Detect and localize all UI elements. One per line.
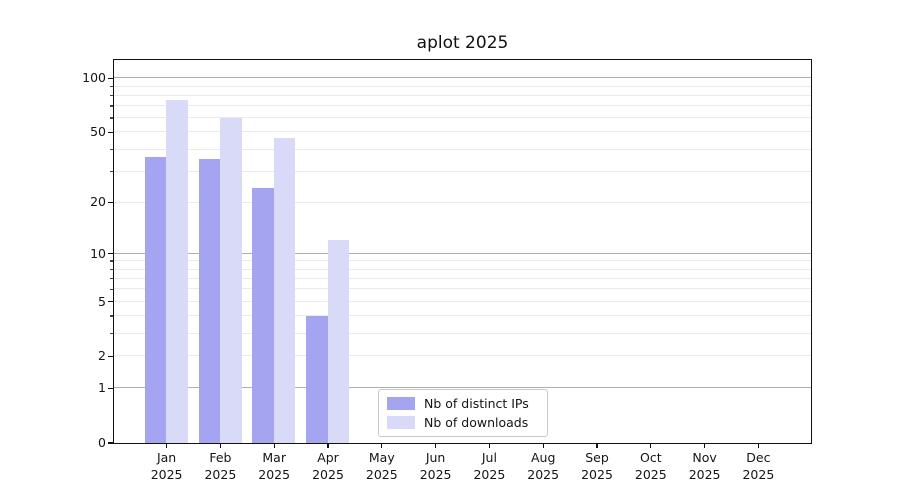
legend-swatch-distinct-ips: [387, 397, 415, 410]
y-tick-50: [108, 131, 113, 133]
minor-gridline-y-4: [113, 315, 812, 317]
y-tick-label-50: 50: [90, 124, 106, 140]
minor-gridline-y-9: [113, 260, 812, 262]
minor-gridline-y-8: [113, 268, 812, 270]
x-tick-label-Jul: Jul 2025: [473, 450, 506, 482]
bar-downloads-Jan: [166, 100, 188, 443]
gridline-y-1: [113, 387, 812, 389]
legend-label-distinct-ips: Nb of distinct IPs: [424, 396, 529, 411]
y-minor-tick-8: [110, 268, 113, 271]
y-minor-tick-80: [110, 95, 113, 97]
y-tick-0: [108, 442, 113, 444]
y-minor-tick-70: [110, 105, 113, 107]
gridline-y-50: [113, 131, 812, 133]
y-tick-10: [108, 252, 113, 255]
x-tick-Mar: [273, 443, 275, 448]
y-tick-20: [108, 201, 113, 203]
y-tick-label-0: 0: [98, 435, 106, 451]
x-tick-label-Dec: Dec 2025: [742, 450, 775, 482]
bar-downloads-Apr: [327, 240, 350, 443]
bar-downloads-Feb: [220, 117, 242, 443]
x-tick-label-Oct: Oct 2025: [634, 450, 667, 482]
y-tick-1: [108, 387, 113, 389]
y-minor-tick-9: [110, 260, 113, 262]
bar-distinct-ips-Feb: [198, 159, 221, 443]
minor-gridline-y-7: [113, 277, 812, 279]
bar-distinct-ips-Mar: [252, 188, 274, 443]
x-tick-Feb: [219, 443, 222, 448]
bar-distinct-ips-Jan: [144, 157, 167, 443]
y-tick-label-5: 5: [98, 293, 106, 309]
y-tick-2: [108, 355, 113, 357]
x-tick-Sep: [596, 443, 598, 448]
y-tick-label-20: 20: [90, 194, 106, 210]
plot-area: [112, 58, 813, 445]
x-tick-Nov: [704, 443, 706, 448]
y-minor-tick-3: [110, 332, 113, 335]
minor-gridline-y-70: [113, 105, 812, 107]
gridline-y-100: [113, 77, 812, 79]
x-tick-label-May: May 2025: [365, 450, 398, 482]
x-tick-Jun: [435, 443, 437, 448]
y-tick-label-10: 10: [90, 245, 106, 261]
y-tick-label-2: 2: [98, 348, 106, 364]
x-tick-Jul: [488, 443, 491, 448]
legend-item-downloads: Nb of downloads: [387, 415, 539, 430]
y-minor-tick-7: [110, 278, 113, 280]
y-tick-5: [108, 300, 113, 303]
minor-gridline-y-30: [113, 170, 812, 172]
minor-gridline-y-6: [113, 288, 812, 290]
y-minor-tick-40: [110, 148, 113, 151]
legend-label-downloads: Nb of downloads: [424, 415, 529, 430]
x-tick-Dec: [757, 443, 760, 448]
x-tick-label-Aug: Aug 2025: [527, 450, 560, 482]
y-tick-label-100: 100: [82, 70, 106, 86]
y-minor-tick-6: [110, 288, 113, 290]
gridline-y-2: [113, 355, 812, 357]
x-tick-May: [381, 443, 383, 448]
x-tick-label-Feb: Feb 2025: [204, 450, 237, 482]
y-minor-tick-60: [110, 117, 113, 119]
gridline-y-20: [113, 201, 812, 203]
y-minor-tick-90: [110, 85, 113, 88]
x-tick-label-Jun: Jun 2025: [419, 450, 452, 482]
minor-gridline-y-60: [113, 117, 812, 119]
x-tick-label-Sep: Sep 2025: [581, 450, 613, 482]
y-minor-tick-4: [110, 315, 113, 317]
bar-downloads-Mar: [273, 138, 296, 443]
gridline-y-10: [113, 252, 812, 254]
x-tick-Oct: [650, 443, 652, 448]
chart-title: aplot 2025: [416, 33, 509, 53]
x-tick-Apr: [327, 443, 329, 448]
legend-swatch-downloads: [387, 416, 415, 429]
minor-gridline-y-80: [113, 94, 812, 96]
x-tick-label-Mar: Mar 2025: [258, 450, 291, 482]
minor-gridline-y-90: [113, 85, 812, 87]
gridline-y-5: [113, 300, 812, 302]
minor-gridline-y-3: [113, 332, 812, 334]
bar-distinct-ips-Apr: [306, 315, 328, 443]
x-tick-Aug: [542, 443, 544, 448]
x-tick-label-Nov: Nov 2025: [688, 450, 721, 482]
legend: Nb of distinct IPs Nb of downloads: [378, 389, 548, 437]
minor-gridline-y-40: [113, 148, 812, 150]
x-tick-Jan: [166, 443, 168, 448]
x-tick-label-Apr: Apr 2025: [312, 450, 344, 482]
x-tick-label-Jan: Jan 2025: [150, 450, 183, 482]
y-tick-100: [108, 77, 113, 79]
legend-item-distinct-ips: Nb of distinct IPs: [387, 396, 539, 411]
y-tick-label-1: 1: [98, 380, 106, 396]
y-minor-tick-30: [110, 170, 113, 173]
